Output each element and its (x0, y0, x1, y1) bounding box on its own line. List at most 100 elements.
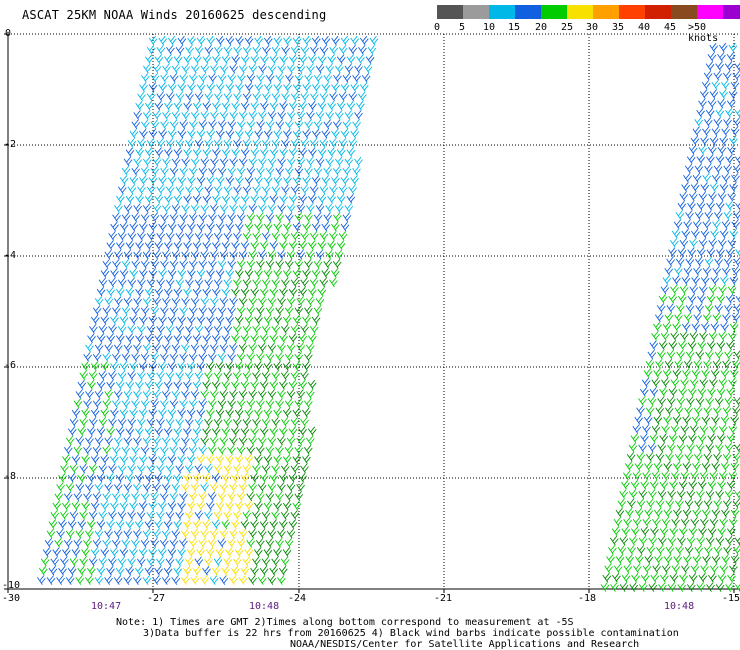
wind-barb (674, 312, 683, 323)
wind-barb (258, 342, 267, 353)
wind-barb (204, 184, 214, 195)
wind-barb (164, 54, 173, 65)
wind-barb (161, 389, 171, 399)
wind-barb (624, 461, 634, 471)
wind-barb (108, 370, 117, 381)
wind-barb (731, 219, 740, 230)
wind-barb (156, 277, 165, 288)
wind-barb (129, 175, 139, 185)
wind-barb (200, 389, 210, 399)
wind-barb (647, 396, 657, 406)
wind-barb (302, 221, 311, 232)
wind-barb (133, 482, 142, 492)
wind-barb (52, 500, 62, 511)
wind-barb (684, 452, 694, 462)
wind-barb (327, 240, 336, 251)
wind-barb (183, 287, 192, 297)
wind-barb (235, 221, 244, 232)
wind-barb (209, 435, 219, 446)
wind-barb (732, 498, 740, 509)
wind-barb (154, 519, 163, 530)
wind-barb (213, 510, 223, 520)
wind-barb (667, 489, 676, 499)
wind-barb (104, 435, 114, 446)
wind-barb (106, 519, 115, 530)
wind-barb (121, 398, 131, 409)
wind-barb (286, 528, 296, 539)
wind-barb (140, 538, 150, 548)
wind-barb (691, 321, 701, 332)
wind-barb (311, 268, 321, 278)
wind-barb (133, 342, 142, 353)
lon-label: -24 (288, 593, 307, 604)
wind-barb (269, 473, 279, 483)
wind-barb (674, 359, 684, 369)
wind-barb (313, 73, 323, 83)
legend-label: 5 (459, 22, 466, 33)
wind-barb (700, 517, 709, 527)
wind-barb (709, 135, 719, 146)
wind-barb (215, 221, 225, 232)
wind-barb (670, 284, 679, 295)
wind-barb (728, 89, 738, 99)
wind-barb (62, 500, 71, 511)
wind-barb (708, 238, 718, 248)
wind-barb (167, 82, 177, 92)
wind-barb (221, 54, 231, 65)
wind-barb (138, 547, 148, 557)
wind-barb (223, 510, 232, 520)
wind-barb (692, 507, 702, 518)
wind-barb (246, 445, 256, 455)
wind-barb (692, 173, 702, 183)
wind-barb (273, 454, 282, 464)
wind-barb (177, 128, 187, 139)
wind-barb (286, 482, 296, 492)
wind-barb (323, 259, 333, 269)
wind-barb (190, 110, 200, 120)
wind-barb (311, 175, 321, 185)
wind-barb (137, 138, 146, 148)
wind-barb (75, 389, 85, 399)
wind-barb (674, 405, 684, 416)
wind-barb (263, 35, 273, 46)
wind-barb (133, 249, 142, 260)
wind-barb (292, 314, 302, 325)
wind-barb (173, 194, 183, 204)
wind-barb (127, 184, 137, 195)
wind-barb (703, 117, 713, 127)
wind-barb (181, 249, 190, 260)
wind-barb (727, 526, 736, 537)
wind-barb (693, 359, 703, 369)
wind-barb (173, 147, 183, 158)
wind-barb (187, 221, 196, 232)
wind-barb (315, 110, 325, 120)
wind-barb (119, 547, 129, 557)
wind-barb (626, 452, 636, 462)
wind-barb (668, 433, 678, 444)
wind-barb (258, 249, 267, 260)
wind-barb (233, 138, 242, 148)
wind-barb (173, 54, 183, 65)
wind-barb (233, 370, 242, 381)
wind-barb (657, 396, 666, 406)
wind-barb (46, 575, 56, 585)
wind-barb (196, 268, 206, 278)
wind-barb (112, 212, 121, 223)
wind-barb (161, 528, 171, 539)
wind-barb (186, 314, 196, 325)
wind-barb (300, 417, 309, 427)
wind-barb (188, 445, 198, 455)
wind-barb (279, 101, 288, 111)
wind-barb (190, 528, 200, 539)
wind-barb (711, 80, 721, 90)
wind-barb (703, 359, 712, 369)
wind-barb (267, 435, 277, 446)
wind-barb (344, 203, 354, 213)
wind-barb (139, 128, 148, 139)
wind-barb (279, 333, 288, 344)
wind-barb (194, 556, 204, 567)
wind-barb (723, 210, 733, 220)
legend-swatch (567, 5, 593, 19)
wind-barb (292, 82, 302, 92)
wind-barb (692, 219, 702, 230)
